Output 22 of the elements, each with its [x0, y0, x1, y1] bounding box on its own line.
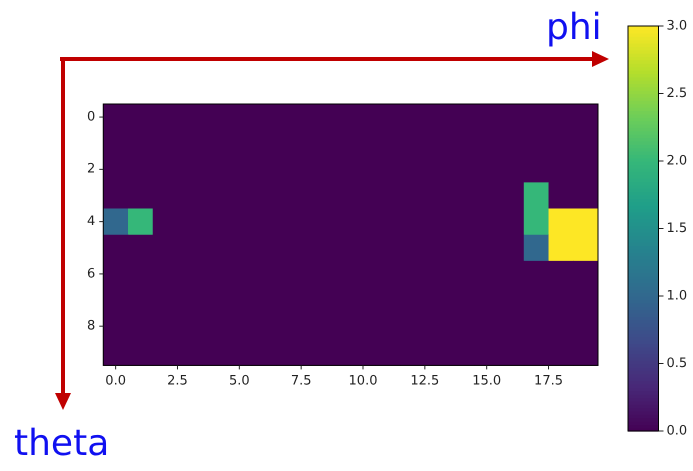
color-bar-label: 1.5 [666, 220, 688, 236]
x-tick-label: 12.5 [410, 374, 440, 389]
color-bar-label: 3.0 [666, 18, 688, 34]
color-bar-label: 1.0 [666, 288, 688, 304]
y-axis-title: theta [14, 423, 110, 464]
x-tick-label: 7.5 [290, 374, 312, 389]
x-tick-label: 5.0 [228, 374, 250, 389]
x-tick-label: 17.5 [534, 374, 564, 389]
y-tick-label: 2 [86, 162, 96, 177]
color-bar-label: 2.0 [666, 153, 688, 168]
x-tick-label: 2.5 [167, 374, 188, 389]
x-axis-title: phi [546, 7, 602, 48]
x-tick-label: 10.0 [348, 374, 378, 389]
x-tick-label: 15.0 [472, 374, 502, 389]
color-bar-label: 2.5 [666, 86, 688, 101]
color-bar-label: 0.0 [666, 423, 688, 438]
color-bar-label: 0.5 [666, 356, 688, 371]
y-tick-label: 8 [86, 318, 96, 334]
y-tick-label: 6 [86, 266, 96, 282]
y-tick-label: 4 [86, 214, 96, 230]
y-tick-label: 0 [86, 109, 96, 124]
x-tick-label: 0.0 [105, 374, 126, 389]
